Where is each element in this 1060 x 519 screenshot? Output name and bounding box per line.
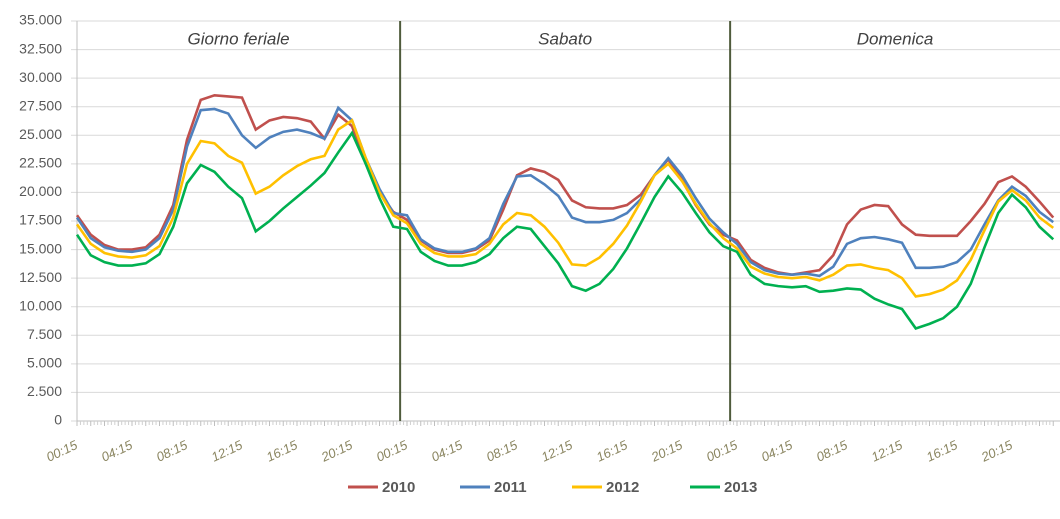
day-label: Domenica — [857, 29, 934, 48]
x-tick-label: 08:15 — [814, 437, 851, 465]
y-tick-label: 15.000 — [19, 240, 62, 256]
legend-label: 2010 — [382, 479, 415, 496]
series-line — [75, 130, 1055, 330]
x-tick-label: 20:15 — [648, 437, 685, 465]
y-tick-label: 27.500 — [19, 97, 62, 113]
y-tick-label: 5.000 — [27, 355, 62, 371]
y-tick-label: 0 — [54, 412, 62, 428]
x-tick-label: 00:15 — [44, 437, 81, 465]
legend-label: 2013 — [724, 479, 757, 496]
series-line — [75, 93, 1055, 277]
x-tick-label: 00:15 — [704, 437, 741, 465]
day-label: Sabato — [538, 29, 592, 48]
y-tick-label: 12.500 — [19, 269, 62, 285]
y-tick-label: 20.000 — [19, 183, 62, 199]
x-tick-label: 04:15 — [759, 437, 796, 465]
y-tick-label: 22.500 — [19, 155, 62, 171]
x-tick-label: 16:15 — [264, 437, 301, 465]
day-label: Giorno feriale — [188, 29, 290, 48]
y-tick-label: 32.500 — [19, 40, 62, 56]
y-tick-label: 10.000 — [19, 297, 62, 313]
x-tick-label: 04:15 — [99, 437, 136, 465]
x-tick-label: 12:15 — [209, 437, 246, 465]
x-tick-label: 04:15 — [429, 437, 466, 465]
y-tick-label: 17.500 — [19, 212, 62, 228]
x-tick-label: 12:15 — [869, 437, 906, 465]
x-tick-label: 16:15 — [594, 437, 631, 465]
x-tick-label: 20:15 — [978, 437, 1015, 465]
legend-label: 2011 — [494, 479, 527, 496]
y-tick-label: 2.500 — [27, 383, 62, 399]
x-tick-label: 16:15 — [924, 437, 961, 465]
y-tick-label: 30.000 — [19, 69, 62, 85]
x-tick-label: 08:15 — [154, 437, 191, 465]
y-tick-label: 35.000 — [19, 12, 62, 28]
series-line — [75, 118, 1055, 298]
x-tick-label: 20:15 — [318, 437, 355, 465]
x-tick-label: 08:15 — [484, 437, 521, 465]
x-tick-label: 00:15 — [374, 437, 411, 465]
y-tick-label: 25.000 — [19, 126, 62, 142]
legend-label: 2012 — [606, 479, 639, 496]
series-line — [75, 105, 1055, 278]
y-tick-label: 7.500 — [27, 326, 62, 342]
x-tick-label: 12:15 — [539, 437, 576, 465]
